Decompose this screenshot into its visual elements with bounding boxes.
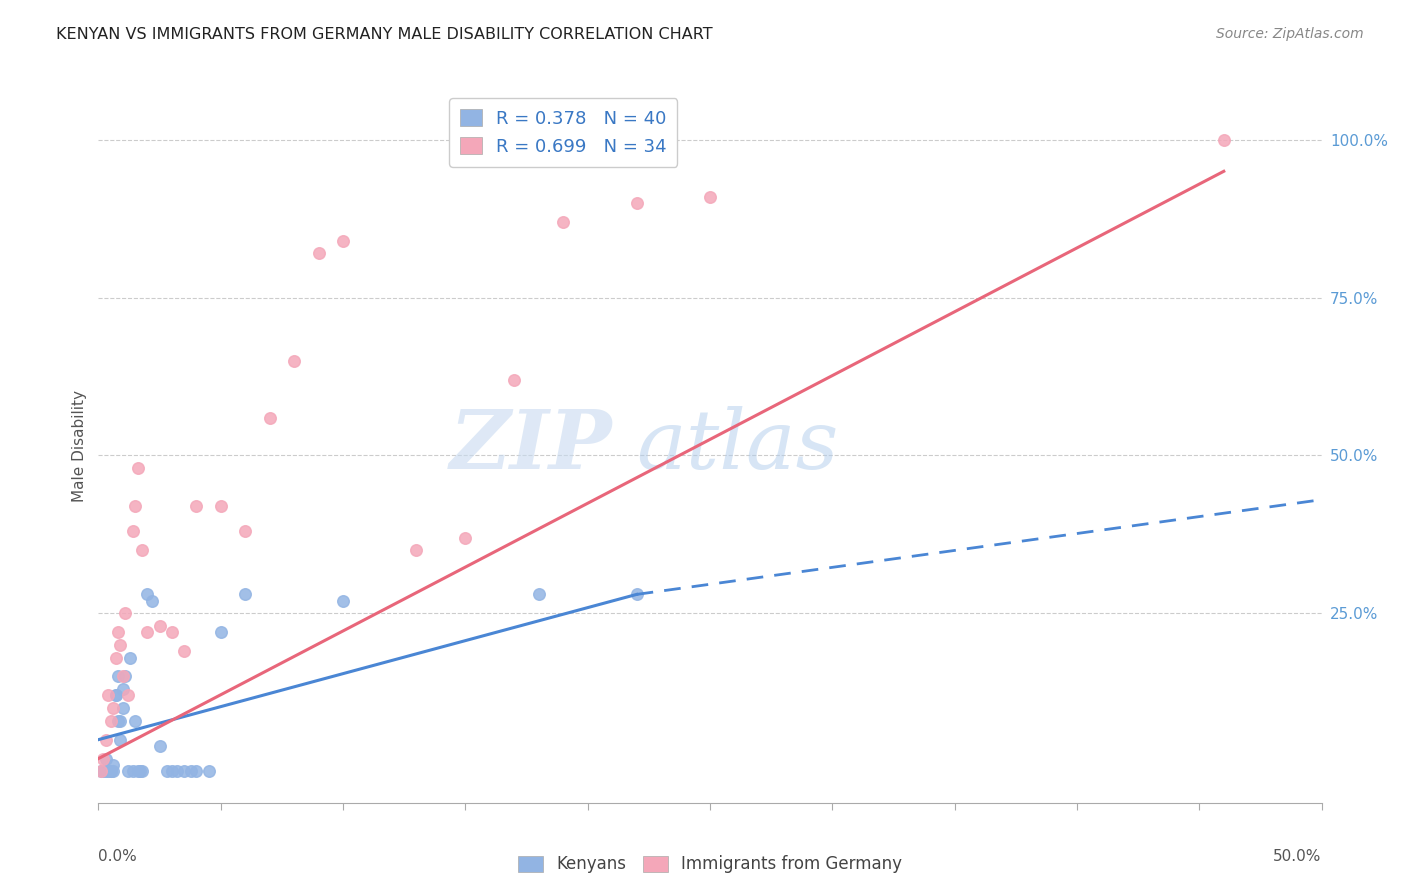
Point xyxy=(308,246,330,260)
Point xyxy=(173,644,195,658)
Point xyxy=(527,587,550,601)
Point xyxy=(136,587,159,601)
Point xyxy=(111,682,134,697)
Point xyxy=(626,195,648,210)
Point xyxy=(101,758,124,772)
Point xyxy=(127,764,149,779)
Point xyxy=(101,764,124,779)
Point xyxy=(186,764,208,779)
Point xyxy=(503,373,526,387)
Point xyxy=(626,587,648,601)
Point xyxy=(120,650,142,665)
Point xyxy=(107,714,129,728)
Point xyxy=(91,764,114,779)
Point xyxy=(131,543,153,558)
Point xyxy=(136,625,159,640)
Point xyxy=(104,650,127,665)
Point xyxy=(107,669,129,683)
Point xyxy=(283,353,305,368)
Point xyxy=(111,669,134,683)
Point xyxy=(233,524,256,539)
Point xyxy=(90,764,112,779)
Point xyxy=(149,619,172,633)
Text: KENYAN VS IMMIGRANTS FROM GERMANY MALE DISABILITY CORRELATION CHART: KENYAN VS IMMIGRANTS FROM GERMANY MALE D… xyxy=(56,27,713,42)
Point xyxy=(107,625,129,640)
Point xyxy=(332,593,354,607)
Point xyxy=(101,701,124,715)
Point xyxy=(117,689,139,703)
Point xyxy=(104,689,127,703)
Point xyxy=(100,714,122,728)
Point xyxy=(94,751,117,765)
Point xyxy=(114,669,136,683)
Point xyxy=(111,701,134,715)
Point xyxy=(186,499,208,513)
Point xyxy=(160,764,183,779)
Point xyxy=(233,587,256,601)
Point xyxy=(90,764,112,779)
Legend: Kenyans, Immigrants from Germany: Kenyans, Immigrants from Germany xyxy=(512,849,908,880)
Point xyxy=(160,625,183,640)
Point xyxy=(209,625,232,640)
Point xyxy=(117,764,139,779)
Text: 50.0%: 50.0% xyxy=(1274,849,1322,864)
Point xyxy=(141,593,163,607)
Point xyxy=(332,234,354,248)
Point xyxy=(121,524,143,539)
Text: Source: ZipAtlas.com: Source: ZipAtlas.com xyxy=(1216,27,1364,41)
Point xyxy=(124,714,146,728)
Point xyxy=(94,732,117,747)
Y-axis label: Male Disability: Male Disability xyxy=(72,390,87,502)
Point xyxy=(209,499,232,513)
Point xyxy=(454,531,477,545)
Point xyxy=(97,764,120,779)
Point xyxy=(100,764,122,779)
Point xyxy=(405,543,427,558)
Point xyxy=(91,751,114,765)
Point xyxy=(110,732,132,747)
Point xyxy=(553,215,575,229)
Point xyxy=(149,739,172,753)
Point xyxy=(180,764,202,779)
Text: 0.0%: 0.0% xyxy=(98,849,138,864)
Point xyxy=(100,764,122,779)
Point xyxy=(94,764,117,779)
Point xyxy=(131,764,153,779)
Point xyxy=(104,689,127,703)
Point xyxy=(110,714,132,728)
Point xyxy=(259,410,281,425)
Point xyxy=(129,764,152,779)
Point xyxy=(97,689,120,703)
Point xyxy=(197,764,219,779)
Point xyxy=(127,461,149,475)
Point xyxy=(124,499,146,513)
Point xyxy=(1212,133,1234,147)
Point xyxy=(110,638,132,652)
Text: atlas: atlas xyxy=(637,406,839,486)
Point xyxy=(173,764,195,779)
Point xyxy=(166,764,188,779)
Point xyxy=(114,607,136,621)
Text: ZIP: ZIP xyxy=(450,406,612,486)
Point xyxy=(699,189,721,203)
Point xyxy=(121,764,143,779)
Point xyxy=(156,764,179,779)
